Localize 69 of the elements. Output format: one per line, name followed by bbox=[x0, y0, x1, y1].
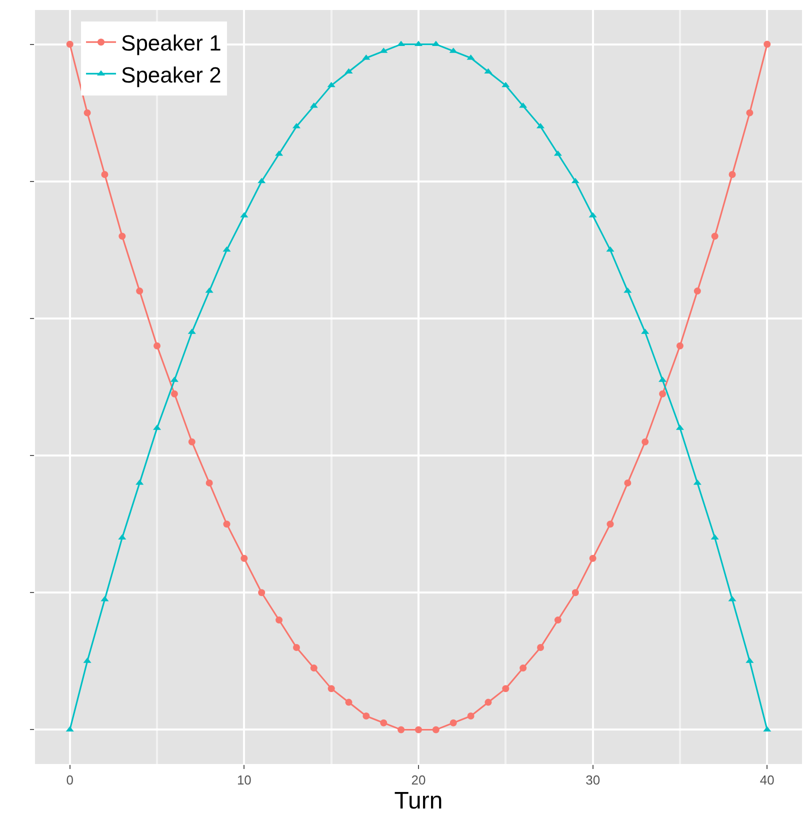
point bbox=[693, 479, 702, 485]
point bbox=[362, 54, 370, 60]
legend-label: Speaker 1 bbox=[121, 30, 222, 56]
x-axis-title: Turn bbox=[394, 788, 443, 815]
point bbox=[188, 438, 196, 446]
legend-label: Speaker 2 bbox=[121, 62, 222, 88]
point bbox=[222, 246, 231, 252]
point bbox=[519, 102, 528, 108]
point bbox=[415, 726, 422, 734]
x-tick-label: 30 bbox=[586, 772, 600, 788]
point bbox=[362, 712, 370, 720]
point bbox=[310, 664, 318, 672]
point bbox=[154, 342, 161, 350]
point bbox=[710, 534, 719, 540]
point bbox=[642, 438, 649, 446]
point bbox=[223, 520, 230, 528]
point bbox=[467, 712, 474, 720]
point bbox=[659, 390, 666, 398]
point bbox=[728, 596, 736, 602]
point bbox=[66, 40, 74, 48]
point bbox=[380, 719, 388, 726]
point bbox=[345, 698, 352, 706]
x-tick-label: 0 bbox=[66, 772, 74, 788]
point bbox=[136, 479, 144, 485]
point bbox=[118, 534, 126, 540]
point bbox=[258, 589, 266, 596]
point bbox=[275, 150, 284, 156]
x-tick-label: 40 bbox=[760, 772, 774, 788]
point bbox=[276, 616, 283, 624]
point bbox=[746, 109, 754, 116]
point bbox=[206, 479, 213, 486]
point bbox=[450, 719, 457, 726]
x-tick-label: 10 bbox=[236, 772, 252, 788]
point bbox=[520, 664, 527, 672]
point bbox=[240, 554, 248, 562]
point bbox=[606, 520, 614, 528]
point bbox=[466, 54, 475, 60]
point bbox=[170, 390, 178, 398]
point bbox=[502, 82, 510, 88]
point bbox=[328, 685, 335, 692]
point bbox=[572, 589, 579, 596]
point bbox=[554, 616, 562, 624]
point bbox=[84, 109, 91, 116]
point bbox=[694, 288, 701, 295]
point bbox=[432, 40, 440, 46]
point bbox=[101, 171, 108, 178]
point bbox=[398, 726, 405, 734]
point bbox=[711, 232, 718, 240]
x-tick-label: 20 bbox=[411, 772, 426, 788]
point bbox=[484, 698, 492, 706]
point bbox=[589, 554, 596, 562]
point bbox=[136, 288, 144, 295]
point bbox=[571, 178, 580, 184]
point bbox=[310, 102, 318, 108]
point bbox=[327, 82, 336, 88]
point bbox=[397, 40, 406, 46]
point bbox=[292, 644, 300, 651]
point bbox=[118, 232, 126, 240]
point bbox=[258, 178, 266, 184]
point bbox=[432, 726, 440, 734]
point bbox=[100, 596, 109, 602]
point bbox=[676, 342, 684, 350]
point bbox=[554, 150, 562, 156]
point bbox=[624, 479, 632, 486]
point bbox=[764, 40, 771, 48]
point bbox=[537, 644, 544, 651]
point bbox=[728, 171, 736, 178]
point bbox=[502, 685, 510, 692]
point bbox=[606, 246, 614, 252]
